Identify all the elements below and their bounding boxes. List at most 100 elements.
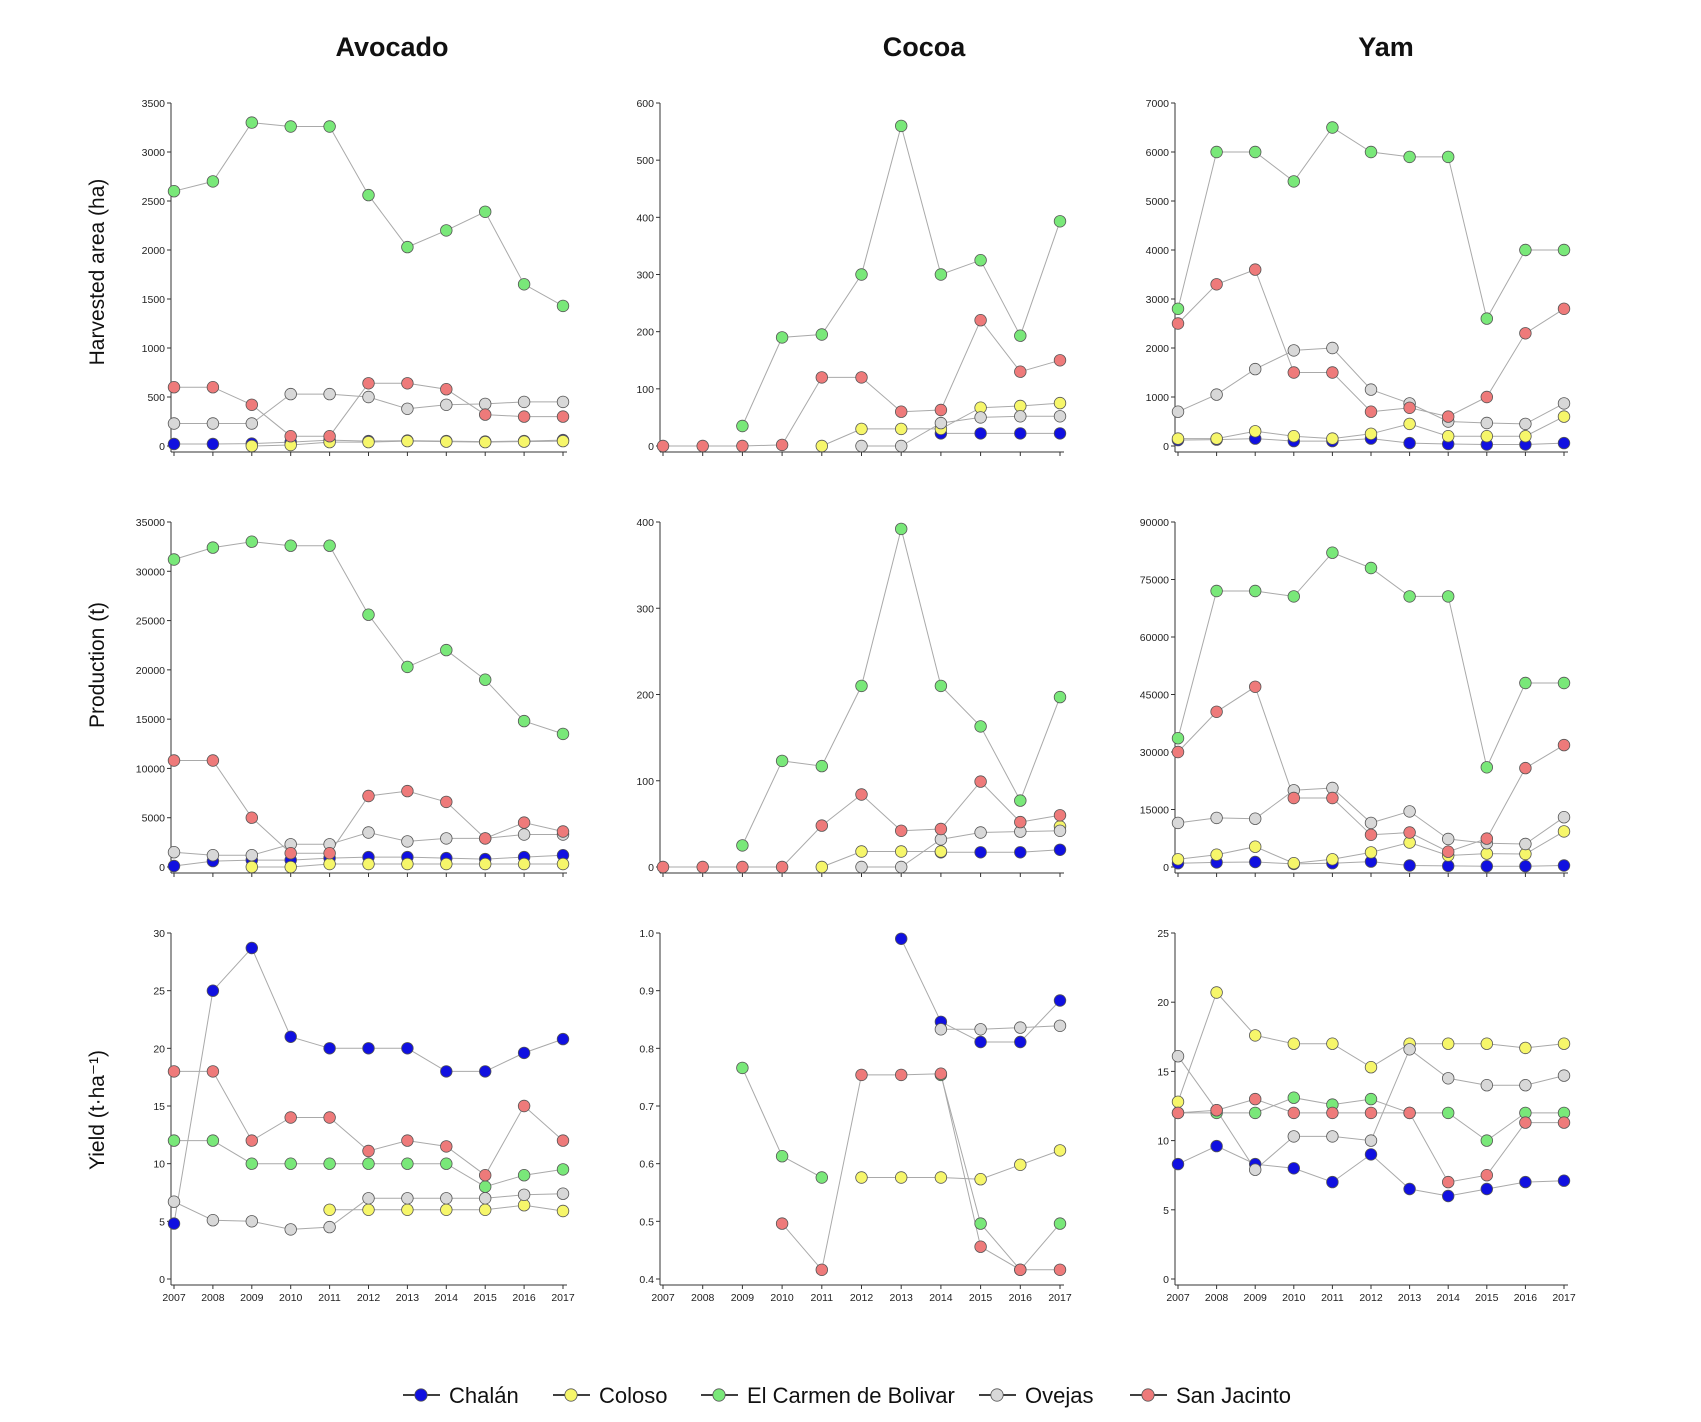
data-point-ovejas	[401, 402, 414, 416]
y-tick-label: 7000	[1146, 98, 1170, 110]
data-point-san-jacinto	[815, 1263, 829, 1277]
legend-marker-san-jacinto	[1141, 1388, 1155, 1402]
series-line-chal-n	[940, 849, 1061, 853]
data-point-coloso	[245, 439, 259, 453]
data-point-el-carmen-de-bolivar	[1171, 302, 1185, 316]
legend-label-chalan: Chalán	[449, 1383, 519, 1408]
y-tick-label: 100	[636, 776, 654, 788]
y-tick-label: 300	[636, 603, 654, 615]
data-point-ovejas	[362, 1192, 375, 1205]
data-point-san-jacinto	[1403, 826, 1416, 839]
legend-label-coloso: Coloso	[599, 1383, 667, 1408]
data-point-ovejas	[167, 846, 181, 859]
data-point-san-jacinto	[1287, 1106, 1301, 1120]
data-point-ovejas	[934, 416, 948, 430]
data-point-el-carmen-de-bolivar	[1519, 243, 1532, 257]
data-point-chal-n	[1364, 1148, 1378, 1161]
data-point-san-jacinto	[1480, 390, 1494, 404]
data-point-el-carmen-de-bolivar	[775, 1149, 789, 1163]
data-point-san-jacinto	[974, 1240, 987, 1253]
data-point-el-carmen-de-bolivar	[736, 1061, 749, 1075]
data-point-el-carmen-de-bolivar	[167, 553, 181, 566]
legend-marker-ovejas	[990, 1388, 1004, 1402]
data-point-san-jacinto	[895, 824, 908, 838]
data-point-el-carmen-de-bolivar	[167, 1134, 181, 1147]
data-point-chal-n	[401, 1042, 414, 1055]
data-point-san-jacinto	[1557, 738, 1571, 752]
data-point-coloso	[556, 1204, 570, 1218]
data-point-el-carmen-de-bolivar	[245, 116, 259, 129]
legend-marker-el-carmen	[712, 1388, 726, 1402]
data-point-el-carmen-de-bolivar	[362, 608, 375, 621]
data-point-coloso	[323, 857, 336, 871]
data-point-san-jacinto	[1364, 828, 1378, 842]
data-point-coloso	[855, 422, 868, 436]
x-tick-label: 2011	[811, 1292, 834, 1304]
data-point-chal-n	[284, 1030, 297, 1044]
data-point-san-jacinto	[895, 1068, 908, 1082]
data-point-ovejas	[1403, 805, 1416, 818]
data-point-san-jacinto	[556, 410, 570, 423]
y-tick-label: 0.9	[639, 986, 654, 998]
data-point-el-carmen-de-bolivar	[1557, 243, 1571, 257]
data-point-coloso	[1326, 432, 1339, 445]
data-point-coloso	[1014, 1158, 1027, 1172]
y-tick-label: 90000	[1140, 517, 1169, 529]
panel-avocado-production: 0 5000 10000 15000 20000 25000 30000 35000	[136, 517, 570, 877]
data-point-san-jacinto	[1287, 791, 1301, 805]
data-point-el-carmen-de-bolivar	[1053, 690, 1067, 704]
data-point-ovejas	[245, 417, 259, 430]
data-point-san-jacinto	[1441, 1175, 1455, 1189]
data-point-san-jacinto	[1053, 1263, 1067, 1277]
data-point-coloso	[1519, 430, 1532, 443]
data-point-san-jacinto	[323, 430, 336, 443]
y-tick-label: 5	[159, 1216, 165, 1228]
data-point-coloso	[1326, 853, 1339, 866]
data-point-el-carmen-de-bolivar	[479, 1180, 492, 1193]
data-point-chal-n	[245, 941, 259, 955]
data-point-ovejas	[1364, 383, 1378, 396]
data-point-san-jacinto	[245, 811, 259, 824]
data-point-coloso	[401, 1203, 414, 1217]
data-point-el-carmen-de-bolivar	[1364, 561, 1378, 575]
data-point-chal-n	[1171, 1157, 1185, 1171]
x-tick-label: 2015	[969, 1292, 993, 1304]
data-point-ovejas	[284, 387, 297, 401]
y-tick-label: 0.5	[639, 1216, 654, 1228]
data-point-ovejas	[1171, 405, 1185, 418]
data-point-ovejas	[167, 417, 181, 430]
data-point-coloso	[479, 435, 492, 449]
data-point-el-carmen-de-bolivar	[974, 1217, 987, 1230]
data-point-ovejas	[1171, 1049, 1185, 1063]
data-point-coloso	[479, 857, 492, 871]
data-point-ovejas	[1519, 837, 1532, 851]
data-point-el-carmen-de-bolivar	[1014, 794, 1027, 807]
data-point-el-carmen-de-bolivar	[815, 328, 829, 341]
y-tick-label: 5	[1163, 1205, 1169, 1217]
data-point-san-jacinto	[401, 377, 414, 390]
y-tick-label: 3000	[142, 147, 166, 159]
data-point-el-carmen-de-bolivar	[895, 119, 908, 133]
data-point-el-carmen-de-bolivar	[440, 1157, 453, 1170]
data-point-san-jacinto	[974, 775, 987, 788]
data-point-san-jacinto	[362, 789, 375, 803]
y-tick-label: 0.7	[639, 1101, 654, 1113]
data-point-coloso	[934, 845, 948, 858]
data-point-ovejas	[556, 1187, 570, 1200]
data-point-el-carmen-de-bolivar	[517, 714, 531, 728]
x-tick-label: 2008	[691, 1292, 715, 1304]
data-point-ovejas	[1326, 341, 1339, 355]
data-point-ovejas	[1053, 410, 1067, 423]
data-point-ovejas	[517, 1188, 531, 1202]
series-line-san-jacinto	[781, 1073, 1060, 1271]
data-point-san-jacinto	[1403, 401, 1416, 415]
data-point-el-carmen-de-bolivar	[479, 205, 492, 219]
data-point-ovejas	[974, 826, 987, 839]
y-tick-label: 0	[159, 862, 165, 874]
y-tick-label: 2500	[142, 196, 166, 208]
data-point-san-jacinto	[1053, 809, 1067, 822]
series-line-el-carmen-de-bolivar	[940, 1074, 1061, 1271]
legend-marker-coloso	[564, 1388, 578, 1402]
data-point-el-carmen-de-bolivar	[736, 419, 749, 433]
y-tick-label: 20000	[136, 665, 165, 677]
